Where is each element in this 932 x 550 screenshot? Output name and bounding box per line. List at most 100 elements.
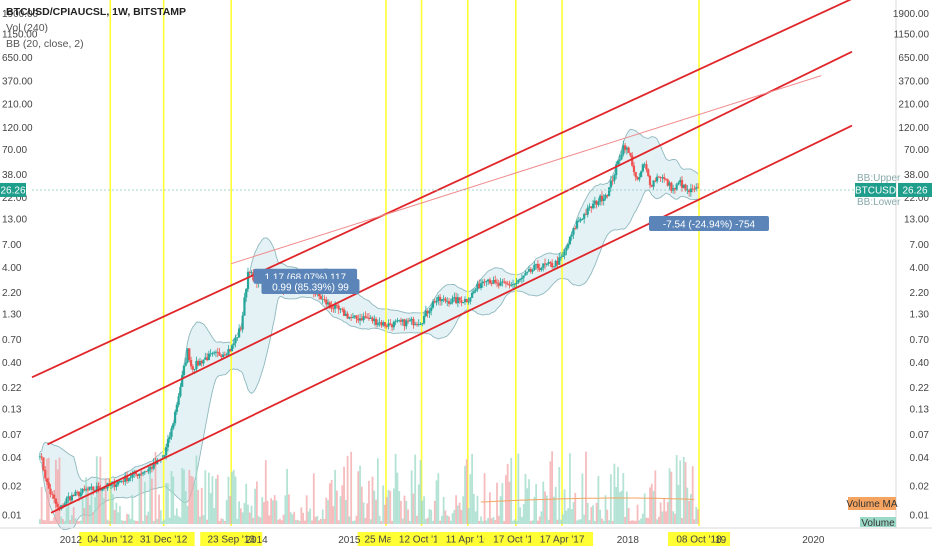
y-tick-label-right: 0.22 <box>910 383 930 394</box>
candle-body <box>376 323 379 325</box>
candle-body <box>636 177 639 180</box>
volume-bar <box>496 482 498 524</box>
candle-body <box>663 177 666 179</box>
candle-body <box>506 283 509 285</box>
candle-body <box>554 260 557 267</box>
volume-bar <box>458 502 461 524</box>
volume-bar <box>403 495 406 524</box>
y-tick-label-left: 0.70 <box>2 335 22 346</box>
candle-body <box>350 316 353 318</box>
volume-bar <box>471 453 474 524</box>
event-label: 11 Apr '16 <box>446 535 490 546</box>
volume-bar <box>515 520 518 524</box>
volume-bar <box>248 512 251 524</box>
candle-body <box>620 154 623 160</box>
volume-bar <box>455 495 458 524</box>
candle-body <box>696 187 700 189</box>
candle-body <box>490 283 493 285</box>
volume-bar <box>223 520 226 524</box>
y-tick-label-left: 13.00 <box>2 214 27 225</box>
candle-body <box>629 152 632 156</box>
volume-bar <box>380 520 383 524</box>
y-tick-label-left: 0.02 <box>2 482 22 493</box>
candle-body <box>664 178 668 180</box>
candle-body <box>485 281 488 282</box>
volume-bar <box>275 500 278 524</box>
candle-body <box>150 467 154 469</box>
y-tick-label-right: 370.00 <box>898 76 929 87</box>
candle-body <box>410 318 413 321</box>
candle-body <box>406 320 410 322</box>
candle-body <box>487 279 490 282</box>
candle-body <box>556 260 559 265</box>
volume-bar <box>391 520 393 524</box>
x-tick-label: 2020 <box>802 535 825 546</box>
volume-bar <box>44 520 47 524</box>
candle-body <box>661 177 664 179</box>
candle-body <box>102 487 106 490</box>
volume-bar <box>213 507 216 524</box>
candle-body <box>380 322 383 326</box>
volume-bar <box>480 516 482 524</box>
candle-body <box>574 228 577 229</box>
candle-body <box>638 177 641 180</box>
volume-bar <box>136 520 139 524</box>
volume-bar <box>120 520 123 524</box>
symbol-title[interactable]: BTCUSD/CPIAUCSL, 1W, BITSTAMP <box>6 6 187 18</box>
volume-bar <box>488 492 491 524</box>
volume-bar <box>501 483 504 524</box>
volume-bar <box>231 471 233 524</box>
candle-body <box>577 220 580 222</box>
y-tick-label-left: 0.07 <box>2 430 22 441</box>
volume-bar <box>649 487 651 524</box>
volume-bar <box>92 512 95 524</box>
candle-body <box>599 195 602 202</box>
volume-bar <box>665 511 667 524</box>
bollinger-indicator-label[interactable]: BB (20, close, 2) <box>6 38 84 50</box>
candle-body <box>172 423 175 429</box>
candle-body <box>613 175 616 181</box>
candle-body <box>218 352 221 356</box>
y-tick-label-right: 7.00 <box>910 240 930 251</box>
candle-body <box>131 474 134 478</box>
candle-body <box>547 262 550 264</box>
volume-bar <box>209 493 212 524</box>
candle-body <box>179 386 182 397</box>
candle-body <box>643 164 646 166</box>
candle-body <box>503 281 506 283</box>
candle-body <box>508 283 511 286</box>
channel-line <box>31 0 852 379</box>
event-label: 25 May '1 <box>364 535 407 546</box>
candle-body <box>341 308 344 310</box>
volume-bar <box>560 519 562 524</box>
candle-body <box>567 244 570 248</box>
candle-body <box>593 200 596 204</box>
volume-bar <box>672 511 675 524</box>
y-tick-label-right: 0.13 <box>910 404 930 415</box>
volume-bar <box>53 517 56 524</box>
volume-bar <box>462 496 465 524</box>
volume-bar <box>636 504 639 524</box>
candle-body <box>659 177 662 179</box>
candle-body <box>220 355 223 358</box>
volume-bar <box>666 502 669 524</box>
symbol-badge-bg <box>855 182 896 197</box>
volume-bar <box>314 516 317 524</box>
volume-bar <box>654 470 657 524</box>
volume-bar <box>387 489 390 524</box>
volume-bar <box>549 461 552 524</box>
volume-bar <box>688 500 691 524</box>
candle-body <box>127 477 130 482</box>
volume-bar <box>202 515 205 524</box>
volume-indicator-label[interactable]: Vol (240) <box>6 22 49 34</box>
y-tick-label-left: 7.00 <box>2 240 22 251</box>
candle-body <box>328 302 331 306</box>
volume-bar <box>407 509 409 524</box>
candle-body <box>426 310 429 314</box>
candle-body <box>74 491 77 496</box>
candle-body <box>205 357 209 361</box>
candle-body <box>213 352 216 354</box>
event-label-bg <box>668 532 731 546</box>
